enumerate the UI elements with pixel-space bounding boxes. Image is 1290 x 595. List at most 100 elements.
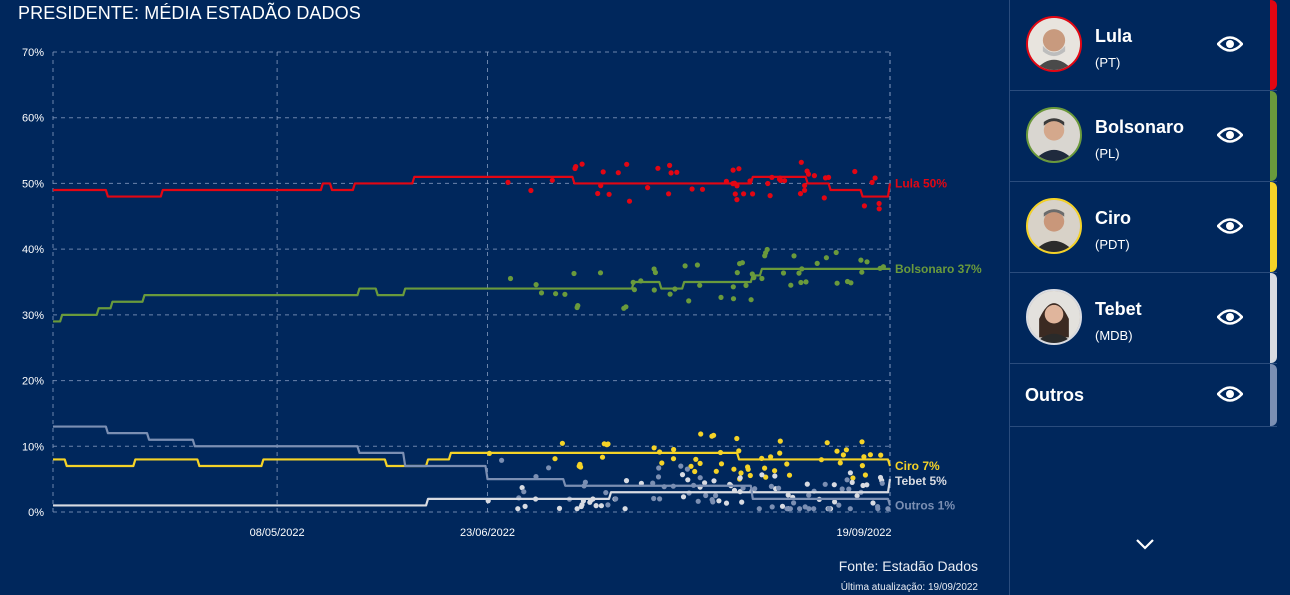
poll-point xyxy=(768,483,775,489)
poll-point xyxy=(698,431,704,437)
poll-point xyxy=(571,270,577,277)
poll-point xyxy=(680,494,687,500)
poll-point xyxy=(814,260,820,266)
x-tick-label: 23/06/2022 xyxy=(460,527,515,539)
eye-icon[interactable] xyxy=(1217,34,1243,54)
poll-point xyxy=(702,480,708,486)
poll-point xyxy=(846,486,852,492)
poll-point xyxy=(692,468,698,475)
poll-point xyxy=(597,270,604,276)
y-tick-label: 60% xyxy=(22,113,44,125)
poll-point xyxy=(651,495,657,502)
poll-point xyxy=(750,191,756,197)
end-label-outros: Outros 1% xyxy=(895,498,955,512)
poll-point xyxy=(686,298,692,304)
poll-point xyxy=(823,255,830,261)
poll-point xyxy=(578,464,584,470)
series-line-bolsonaro xyxy=(53,267,890,323)
eye-icon[interactable] xyxy=(1217,125,1243,145)
poll-point xyxy=(697,475,703,481)
poll-point xyxy=(736,166,742,172)
poll-point xyxy=(834,448,840,454)
series-line-tebet xyxy=(53,478,892,507)
poll-point xyxy=(553,291,559,297)
candidate-card-lula[interactable]: Lula (PT) xyxy=(1010,0,1277,91)
poll-point xyxy=(791,253,797,259)
poll-point xyxy=(824,440,830,446)
poll-point xyxy=(538,290,545,296)
eye-icon[interactable] xyxy=(1217,307,1243,327)
poll-point xyxy=(849,479,855,485)
end-label-tebet: Tebet 5% xyxy=(895,474,947,488)
color-bar xyxy=(1270,182,1277,272)
poll-point xyxy=(876,206,882,212)
poll-point xyxy=(844,477,850,483)
poll-point xyxy=(709,433,715,439)
candidate-card-outros[interactable]: Outros xyxy=(1010,364,1277,427)
poll-point xyxy=(507,275,514,282)
poll-point xyxy=(723,500,730,506)
chart-title: PRESIDENTE: MÉDIA ESTADÃO DADOS xyxy=(18,3,361,23)
y-tick-label: 40% xyxy=(22,244,44,256)
color-bar xyxy=(1270,364,1277,426)
candidate-party: (PL) xyxy=(1095,146,1120,161)
poll-point xyxy=(666,191,672,197)
poll-point xyxy=(759,472,765,478)
poll-point xyxy=(713,468,719,474)
y-tick-label: 30% xyxy=(22,310,44,322)
poll-point xyxy=(870,500,876,506)
poll-point xyxy=(769,504,775,510)
poll-point xyxy=(861,203,868,209)
poll-point xyxy=(556,505,563,511)
poll-point xyxy=(776,485,782,491)
poll-point xyxy=(626,198,633,204)
poll-point xyxy=(505,179,511,185)
source-note: Fonte: Estadão Dados xyxy=(838,558,978,574)
poll-point xyxy=(762,465,768,471)
poll-point xyxy=(593,503,599,509)
poll-point xyxy=(599,454,606,460)
series-lines xyxy=(53,175,892,507)
poll-point xyxy=(764,246,770,253)
poll-point xyxy=(872,175,878,181)
poll-point xyxy=(598,503,605,509)
candidate-card-ciro[interactable]: Ciro (PDT) xyxy=(1010,182,1277,273)
poll-point xyxy=(552,456,558,462)
poll-point xyxy=(859,463,866,469)
poll-point xyxy=(731,466,737,472)
candidate-name: Outros xyxy=(1025,385,1085,405)
poll-point xyxy=(844,278,851,285)
poll-point xyxy=(869,179,875,185)
poll-point xyxy=(852,168,858,175)
poll-point xyxy=(684,466,691,472)
poll-point xyxy=(667,162,673,168)
poll-point xyxy=(703,492,709,499)
poll-point xyxy=(847,506,853,512)
poll-point xyxy=(763,474,769,480)
end-label-ciro: Ciro 7% xyxy=(895,459,940,473)
y-axis-ticks: 0% 10% 20% 30% 40% 50% 60% 70% xyxy=(22,47,44,519)
poll-point xyxy=(806,492,812,498)
poll-point xyxy=(521,489,527,495)
eye-icon[interactable] xyxy=(1217,216,1243,236)
chevron-down-icon[interactable] xyxy=(1135,537,1155,551)
end-label-lula: Lula 50% xyxy=(895,176,947,190)
poll-point xyxy=(730,296,737,302)
poll-point xyxy=(734,435,740,442)
poll-point xyxy=(847,470,854,476)
poll-point xyxy=(573,164,579,170)
poll-point xyxy=(752,486,758,492)
poll-point xyxy=(785,492,791,498)
y-tick-label: 0% xyxy=(28,507,44,519)
poll-point xyxy=(655,474,662,480)
poll-point xyxy=(679,472,686,478)
poll-point xyxy=(732,191,738,197)
eye-icon[interactable] xyxy=(1217,384,1243,404)
candidate-card-tebet[interactable]: Tebet (MDB) xyxy=(1010,273,1277,364)
x-axis-ticks: 08/05/2022 23/06/2022 19/09/2022 xyxy=(250,527,892,539)
poll-point xyxy=(777,450,783,456)
poll-point xyxy=(768,454,774,460)
candidate-card-bolsonaro[interactable]: Bolsonaro (PL) xyxy=(1010,91,1277,182)
poll-point xyxy=(822,175,829,181)
poll-point xyxy=(615,170,621,176)
